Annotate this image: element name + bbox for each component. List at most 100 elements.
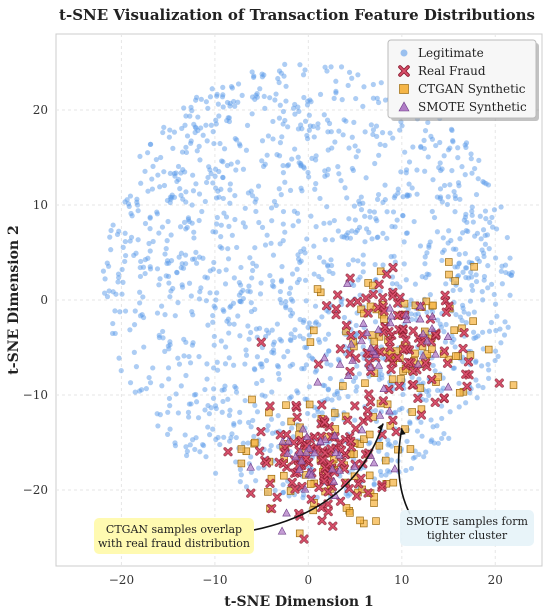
- legitimate-point: [450, 139, 456, 145]
- legitimate-point: [232, 216, 238, 223]
- legitimate-point: [298, 122, 304, 128]
- legitimate-point: [439, 435, 445, 442]
- legitimate-point: [268, 443, 274, 449]
- legitimate-point: [302, 277, 309, 283]
- legend-label: Real Fraud: [418, 64, 486, 78]
- legitimate-point: [499, 263, 505, 269]
- legitimate-point: [350, 257, 356, 263]
- legitimate-point: [210, 312, 216, 319]
- legitimate-point: [166, 134, 172, 140]
- ctgan-synthetic-point: [451, 277, 459, 285]
- legitimate-point: [172, 443, 179, 449]
- legitimate-point: [245, 440, 251, 446]
- legitimate-point: [238, 264, 244, 271]
- legitimate-point: [345, 261, 352, 268]
- legitimate-point: [392, 409, 399, 415]
- real-fraud-point: [341, 320, 352, 331]
- legitimate-point: [303, 344, 310, 351]
- legitimate-point: [137, 313, 144, 319]
- ctgan-synthetic-point: [394, 445, 402, 454]
- legitimate-point: [196, 191, 203, 197]
- legitimate-point: [389, 281, 396, 287]
- legitimate-point: [415, 311, 421, 317]
- legitimate-point: [204, 138, 210, 144]
- legitimate-point: [207, 432, 213, 438]
- legitimate-point: [426, 387, 432, 394]
- legitimate-point: [123, 252, 129, 259]
- legitimate-point: [210, 180, 216, 186]
- smote-synthetic-point: [301, 447, 311, 456]
- legitimate-point: [195, 127, 201, 134]
- legitimate-point: [439, 257, 445, 264]
- legitimate-point: [212, 173, 218, 179]
- legitimate-point: [216, 113, 222, 119]
- ctgan-synthetic-point: [422, 297, 431, 306]
- legitimate-point: [276, 68, 283, 74]
- legitimate-point: [457, 196, 463, 202]
- legitimate-point: [390, 209, 397, 215]
- legitimate-point: [188, 140, 194, 146]
- legitimate-point: [352, 143, 358, 149]
- legitimate-point: [399, 123, 405, 129]
- legitimate-point: [226, 330, 232, 336]
- ctgan-synthetic-point: [248, 395, 256, 404]
- legitimate-point: [449, 127, 455, 133]
- legitimate-point: [113, 291, 119, 297]
- legitimate-point: [328, 262, 335, 269]
- legitimate-point: [140, 294, 146, 300]
- legitimate-point: [208, 122, 214, 128]
- legend-label: SMOTE Synthetic: [418, 100, 527, 114]
- legitimate-point: [316, 339, 323, 345]
- data-points: [100, 61, 518, 544]
- smote-synthetic-point: [359, 318, 368, 327]
- smote-synthetic-point: [307, 470, 316, 479]
- legitimate-point: [161, 124, 167, 130]
- legitimate-point: [155, 172, 161, 178]
- smote-synthetic-point: [283, 449, 292, 458]
- legitimate-point: [213, 221, 220, 227]
- legitimate-point: [300, 336, 307, 342]
- legitimate-point: [434, 423, 440, 429]
- legitimate-point: [210, 319, 216, 325]
- ctgan-synthetic-point: [310, 326, 318, 335]
- ctgan-synthetic-point: [428, 345, 436, 354]
- legitimate-point: [229, 431, 235, 437]
- legitimate-point: [319, 410, 325, 416]
- legitimate-point: [354, 384, 360, 390]
- ctgan-synthetic-point: [389, 478, 398, 487]
- legitimate-point: [182, 122, 188, 128]
- legitimate-point: [374, 234, 380, 241]
- legitimate-point: [485, 285, 491, 291]
- legitimate-point: [288, 394, 294, 400]
- smote-synthetic-point: [331, 448, 341, 456]
- legitimate-point: [173, 391, 179, 397]
- legitimate-point: [297, 333, 303, 339]
- legitimate-point: [285, 124, 291, 130]
- legitimate-point: [379, 355, 386, 361]
- legitimate-point: [335, 228, 341, 234]
- legitimate-point: [305, 410, 311, 417]
- legitimate-point: [149, 186, 156, 192]
- real-fraud-point: [392, 353, 403, 363]
- legitimate-point: [199, 208, 205, 215]
- legitimate-point: [203, 99, 209, 105]
- legitimate-point: [257, 86, 263, 92]
- legitimate-point: [461, 309, 467, 315]
- real-fraud-point: [378, 396, 388, 406]
- smote-synthetic-point: [418, 329, 428, 338]
- legitimate-point: [193, 181, 199, 187]
- legitimate-point: [370, 81, 376, 88]
- legitimate-point: [428, 438, 434, 445]
- legitimate-point: [276, 79, 282, 86]
- legitimate-point: [269, 218, 275, 224]
- legitimate-point: [157, 184, 163, 190]
- legitimate-point: [249, 111, 255, 117]
- legitimate-point: [164, 431, 171, 437]
- real-fraud-point: [408, 366, 418, 376]
- legitimate-point: [469, 208, 475, 214]
- legitimate-point: [202, 407, 208, 413]
- legitimate-point: [382, 197, 388, 203]
- legitimate-point: [240, 295, 246, 302]
- legitimate-point: [160, 129, 166, 136]
- legitimate-point: [457, 314, 463, 320]
